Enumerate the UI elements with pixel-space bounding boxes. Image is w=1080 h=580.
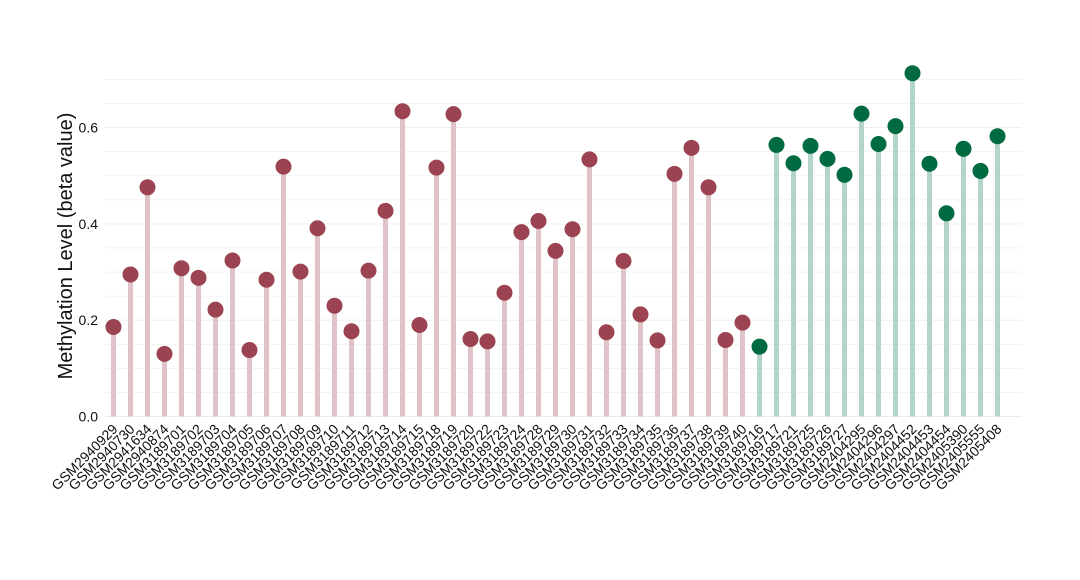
data-point [190, 269, 207, 286]
data-point [394, 103, 411, 120]
data-point [853, 105, 870, 122]
data-point [836, 166, 853, 183]
data-point [581, 151, 598, 168]
data-point [156, 345, 173, 362]
data-point [564, 221, 581, 238]
data-point [598, 324, 615, 341]
grid-layer [105, 79, 1022, 417]
data-point [819, 150, 836, 167]
data-point [921, 155, 938, 172]
data-point [428, 159, 445, 176]
data-point [462, 330, 479, 347]
data-point [241, 342, 258, 359]
data-point [479, 333, 496, 350]
data-point [938, 205, 955, 222]
points-layer [105, 65, 1006, 362]
y-tick-label: 0.2 [79, 312, 99, 328]
data-point [326, 297, 343, 314]
y-axis-title: Methylation Level (beta value) [55, 113, 77, 380]
data-point [207, 301, 224, 318]
data-point [122, 266, 139, 283]
data-point [275, 158, 292, 175]
y-tick-label: 0.6 [79, 120, 99, 136]
data-point [870, 135, 887, 152]
data-point [258, 271, 275, 288]
data-point [105, 318, 122, 335]
data-point [496, 284, 513, 301]
data-point [377, 202, 394, 219]
data-point [360, 262, 377, 279]
data-point [887, 118, 904, 135]
data-point [751, 338, 768, 355]
stems-layer [111, 73, 1000, 417]
data-point [700, 179, 717, 196]
data-point [649, 332, 666, 349]
data-point [173, 260, 190, 277]
data-point [547, 242, 564, 259]
data-point [309, 220, 326, 237]
data-point [734, 314, 751, 331]
y-axis: 0.0 0.2 0.4 0.6 [79, 120, 99, 425]
data-point [955, 140, 972, 157]
data-point [632, 306, 649, 323]
data-point [224, 252, 241, 269]
data-point [717, 331, 734, 348]
data-point [683, 139, 700, 156]
data-point [802, 137, 819, 154]
data-point [445, 106, 462, 123]
data-point [615, 252, 632, 269]
data-point [785, 155, 802, 172]
y-tick-label: 0.4 [79, 216, 99, 232]
data-point [513, 224, 530, 241]
y-tick-label: 0.0 [79, 409, 99, 425]
data-point [411, 317, 428, 334]
data-point [666, 165, 683, 182]
data-point [139, 179, 156, 196]
data-point [989, 128, 1006, 145]
data-point [972, 162, 989, 179]
data-point [343, 323, 360, 340]
data-point [530, 213, 547, 230]
x-axis: GSM2940929GSM2940730GSM2941634GSM2940874… [48, 421, 1005, 494]
data-point [292, 263, 309, 280]
data-point [768, 136, 785, 153]
data-point [904, 65, 921, 82]
